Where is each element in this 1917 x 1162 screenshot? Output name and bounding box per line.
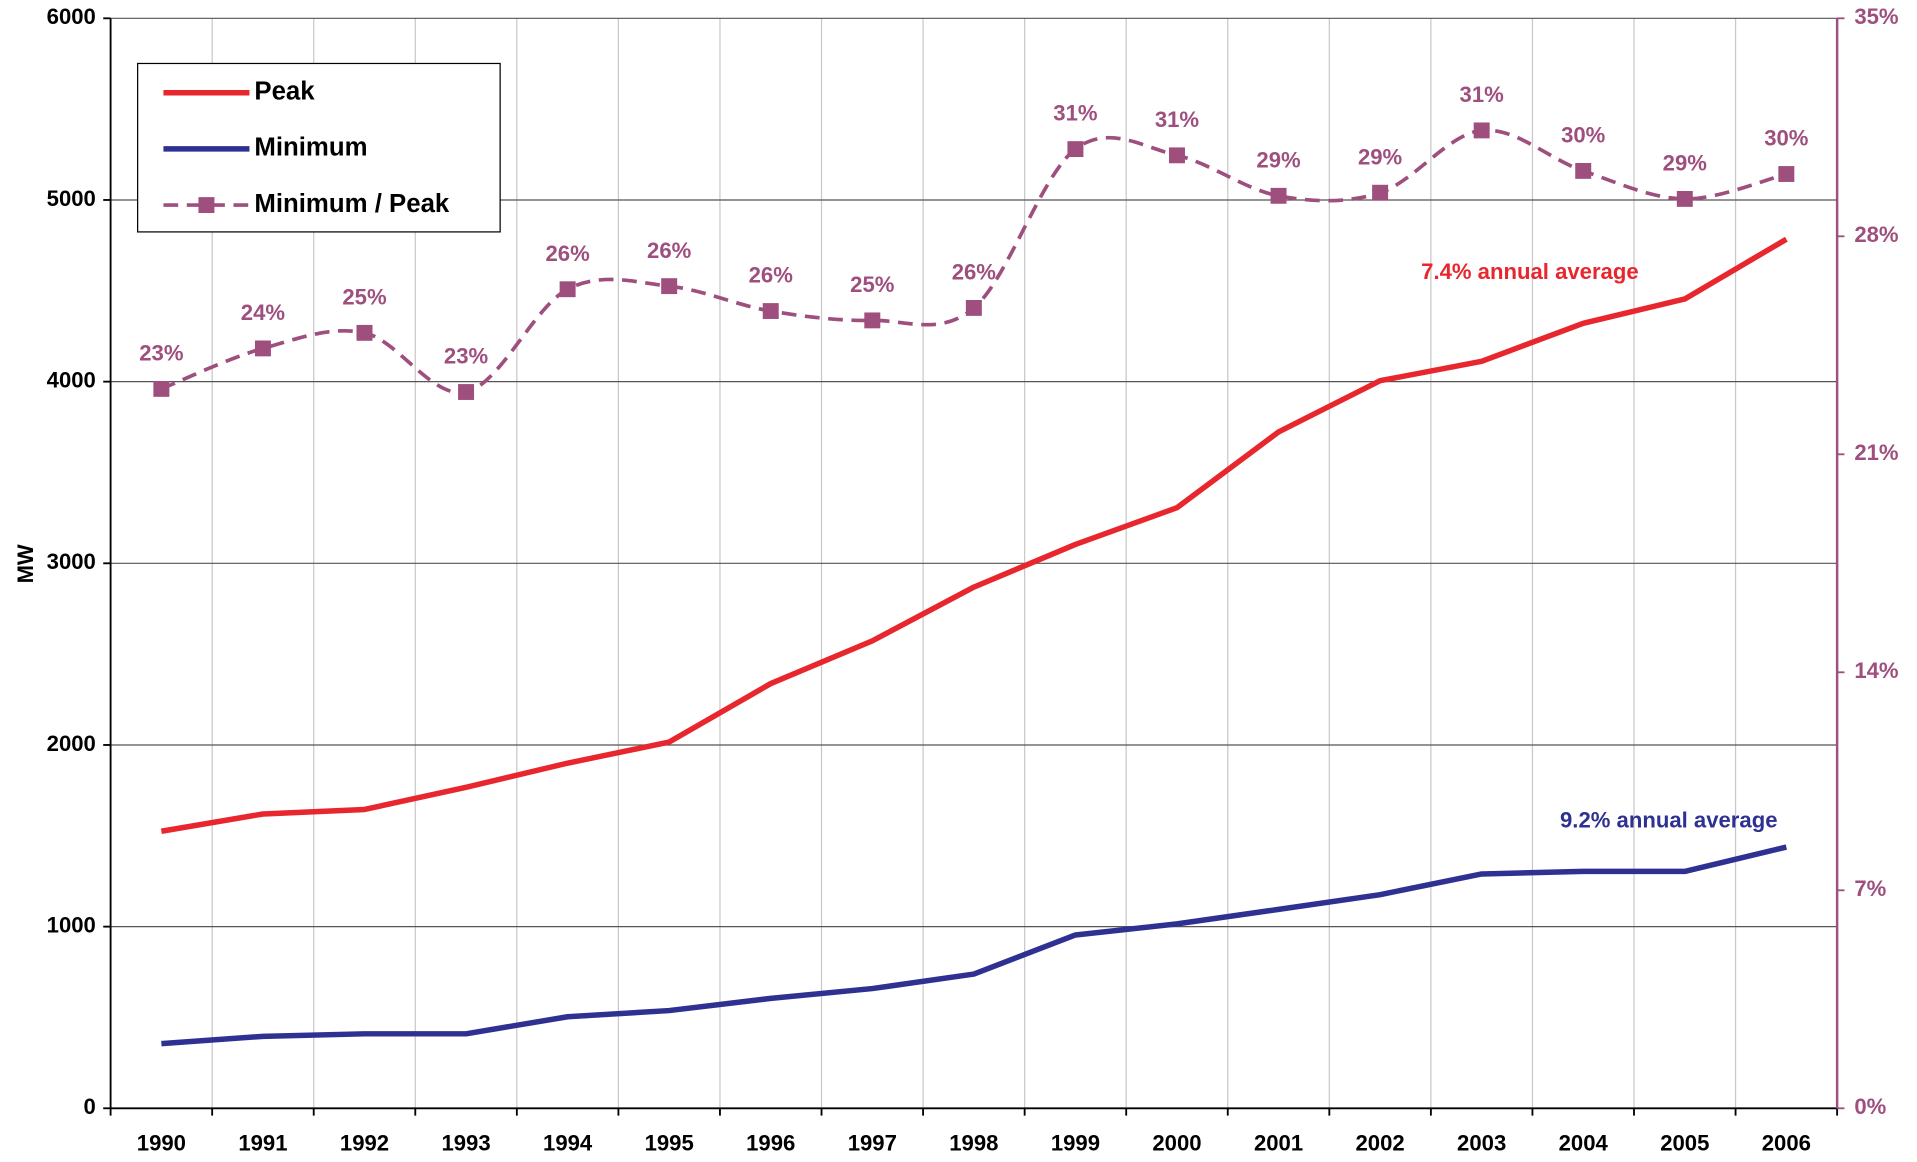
data-label: 31% xyxy=(1053,101,1098,126)
x-tick-label: 1998 xyxy=(949,1131,998,1156)
y-axis-label: MW xyxy=(13,544,38,583)
marker xyxy=(965,299,982,316)
marker xyxy=(559,281,576,298)
x-tick-label: 2001 xyxy=(1254,1131,1303,1156)
data-label: 26% xyxy=(545,241,590,266)
series-line xyxy=(160,236,1788,834)
data-label: 23% xyxy=(139,341,184,366)
x-tick-label: 2006 xyxy=(1762,1131,1811,1156)
data-label: 29% xyxy=(1358,144,1403,169)
x-tick-label: 1994 xyxy=(543,1131,593,1156)
x-tick-label: 1996 xyxy=(746,1131,795,1156)
y-tick-label: 2000 xyxy=(47,731,96,756)
marker xyxy=(458,384,475,400)
y-tick-label: 4000 xyxy=(47,368,96,393)
legend-marker xyxy=(198,197,215,213)
marker xyxy=(864,312,881,329)
x-tick-label: 1997 xyxy=(848,1131,897,1156)
legend-label: Minimum xyxy=(254,134,367,162)
y-tick-label: 5000 xyxy=(47,186,96,211)
x-tick-label: 1991 xyxy=(238,1131,287,1156)
x-tick-label: 2000 xyxy=(1152,1131,1201,1156)
y2-tick-label: 0% xyxy=(1854,1094,1886,1119)
y2-tick-label: 21% xyxy=(1854,440,1899,465)
x-tick-label: 2004 xyxy=(1559,1131,1609,1156)
legend-label: Minimum / Peak xyxy=(254,190,450,218)
x-tick-label: 1999 xyxy=(1051,1131,1100,1156)
marker xyxy=(153,380,170,397)
data-label: 31% xyxy=(1460,82,1505,107)
data-label: 25% xyxy=(850,272,895,297)
marker xyxy=(254,340,271,357)
marker xyxy=(1372,184,1389,201)
data-label: 31% xyxy=(1155,107,1200,132)
data-label: 30% xyxy=(1764,126,1809,151)
marker xyxy=(1067,141,1084,158)
data-label: 24% xyxy=(241,300,286,325)
x-tick-label: 2005 xyxy=(1660,1131,1709,1156)
data-label: 23% xyxy=(444,344,489,369)
y2-tick-label: 14% xyxy=(1854,658,1899,683)
y-tick-label: 0 xyxy=(84,1094,96,1119)
y2-tick-label: 35% xyxy=(1854,4,1899,29)
series-line xyxy=(161,844,1787,1047)
data-label: 26% xyxy=(647,238,692,263)
data-label: 25% xyxy=(342,285,387,310)
marker xyxy=(762,303,779,319)
marker xyxy=(356,324,373,341)
x-tick-label: 2003 xyxy=(1457,1131,1506,1156)
data-label: 29% xyxy=(1256,148,1301,173)
marker xyxy=(1270,187,1287,204)
y-tick-label: 3000 xyxy=(47,549,96,574)
marker xyxy=(1168,147,1185,164)
x-tick-label: 1992 xyxy=(340,1131,389,1156)
x-tick-label: 1990 xyxy=(137,1131,186,1156)
marker xyxy=(1778,166,1795,182)
data-label: 29% xyxy=(1663,151,1708,176)
y-tick-label: 1000 xyxy=(47,913,96,938)
annotation: 7.4% annual average xyxy=(1421,259,1638,284)
data-label: 26% xyxy=(952,260,997,285)
y2-tick-label: 7% xyxy=(1854,876,1886,901)
marker xyxy=(661,278,678,295)
x-tick-label: 2002 xyxy=(1356,1131,1405,1156)
y-tick-label: 6000 xyxy=(47,4,96,29)
data-label: 26% xyxy=(749,263,794,288)
marker xyxy=(1575,162,1592,179)
x-tick-label: 1993 xyxy=(441,1131,490,1156)
legend-label: Peak xyxy=(254,78,315,106)
y2-tick-label: 28% xyxy=(1854,222,1899,247)
marker xyxy=(1676,191,1693,207)
data-label: 30% xyxy=(1561,123,1606,148)
x-tick-label: 1995 xyxy=(645,1131,694,1156)
annotation: 9.2% annual average xyxy=(1560,807,1777,832)
marker xyxy=(1473,122,1490,139)
